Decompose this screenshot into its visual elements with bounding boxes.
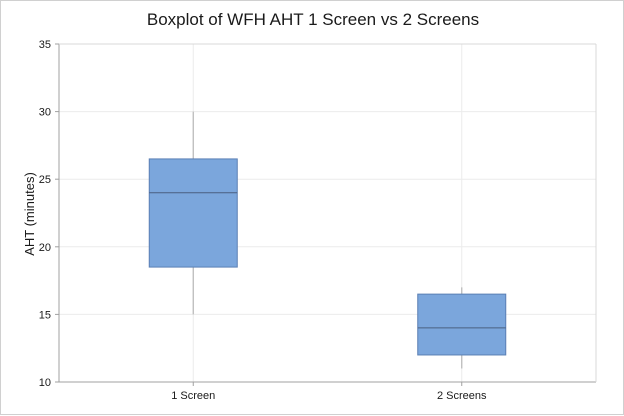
box-2-screens (417, 287, 507, 369)
y-tick-label-30: 30 (39, 107, 51, 119)
y-axis-label: AHT (minutes) (22, 172, 37, 256)
axes: 10 15 20 25 30 35 1 Screen 2 Screens (39, 39, 597, 402)
y-tick-label-15: 15 (39, 309, 51, 321)
chart-title: Boxplot of WFH AHT 1 Screen vs 2 Screens (147, 10, 479, 29)
grid-lines (59, 43, 596, 383)
iqr-box (148, 158, 238, 268)
box-1-screen (148, 111, 238, 315)
plot-area (148, 111, 507, 369)
iqr-box (417, 293, 507, 356)
y-tick-label-20: 20 (39, 242, 51, 254)
y-tick-label-35: 35 (39, 39, 51, 51)
x-tick-label-0: 1 Screen (171, 390, 215, 402)
y-tick-label-10: 10 (39, 377, 51, 389)
y-tick-label-25: 25 (39, 174, 51, 186)
x-tick-label-1: 2 Screens (437, 390, 487, 402)
